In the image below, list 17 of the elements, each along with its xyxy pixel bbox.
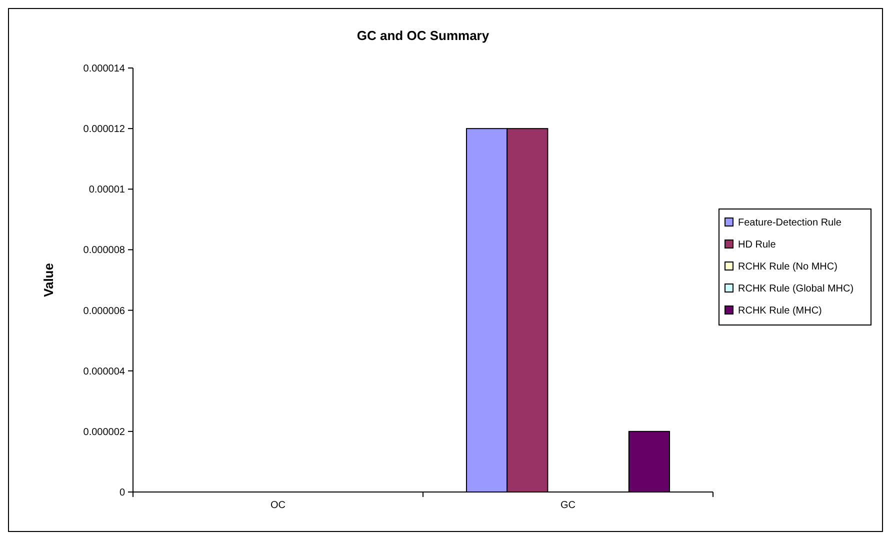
legend-label: Feature-Detection Rule bbox=[738, 218, 842, 228]
y-tick-label: 0 bbox=[119, 488, 126, 498]
x-tick-label: OC bbox=[270, 500, 286, 511]
legend-label: RCHK Rule (No MHC) bbox=[738, 262, 838, 272]
y-tick-label: 0.000006 bbox=[83, 306, 126, 317]
chart-title: GC and OC Summary bbox=[356, 28, 490, 43]
y-tick-label: 0.000002 bbox=[83, 426, 126, 438]
y-tick-label: 0.000014 bbox=[83, 64, 126, 74]
legend-label: HD Rule bbox=[738, 240, 776, 250]
y-tick-label: 0.000012 bbox=[83, 124, 126, 136]
y-tick-label: 0.000008 bbox=[83, 245, 126, 256]
y-axis-title: Value bbox=[41, 263, 56, 297]
y-tick-label: 0.000004 bbox=[83, 366, 126, 378]
legend-label: RCHK Rule (Global MHC) bbox=[738, 284, 854, 294]
legend-label: RCHK Rule (MHC) bbox=[738, 306, 822, 316]
x-tick-label: GC bbox=[560, 500, 576, 511]
y-tick-label: 0.00001 bbox=[88, 184, 126, 196]
